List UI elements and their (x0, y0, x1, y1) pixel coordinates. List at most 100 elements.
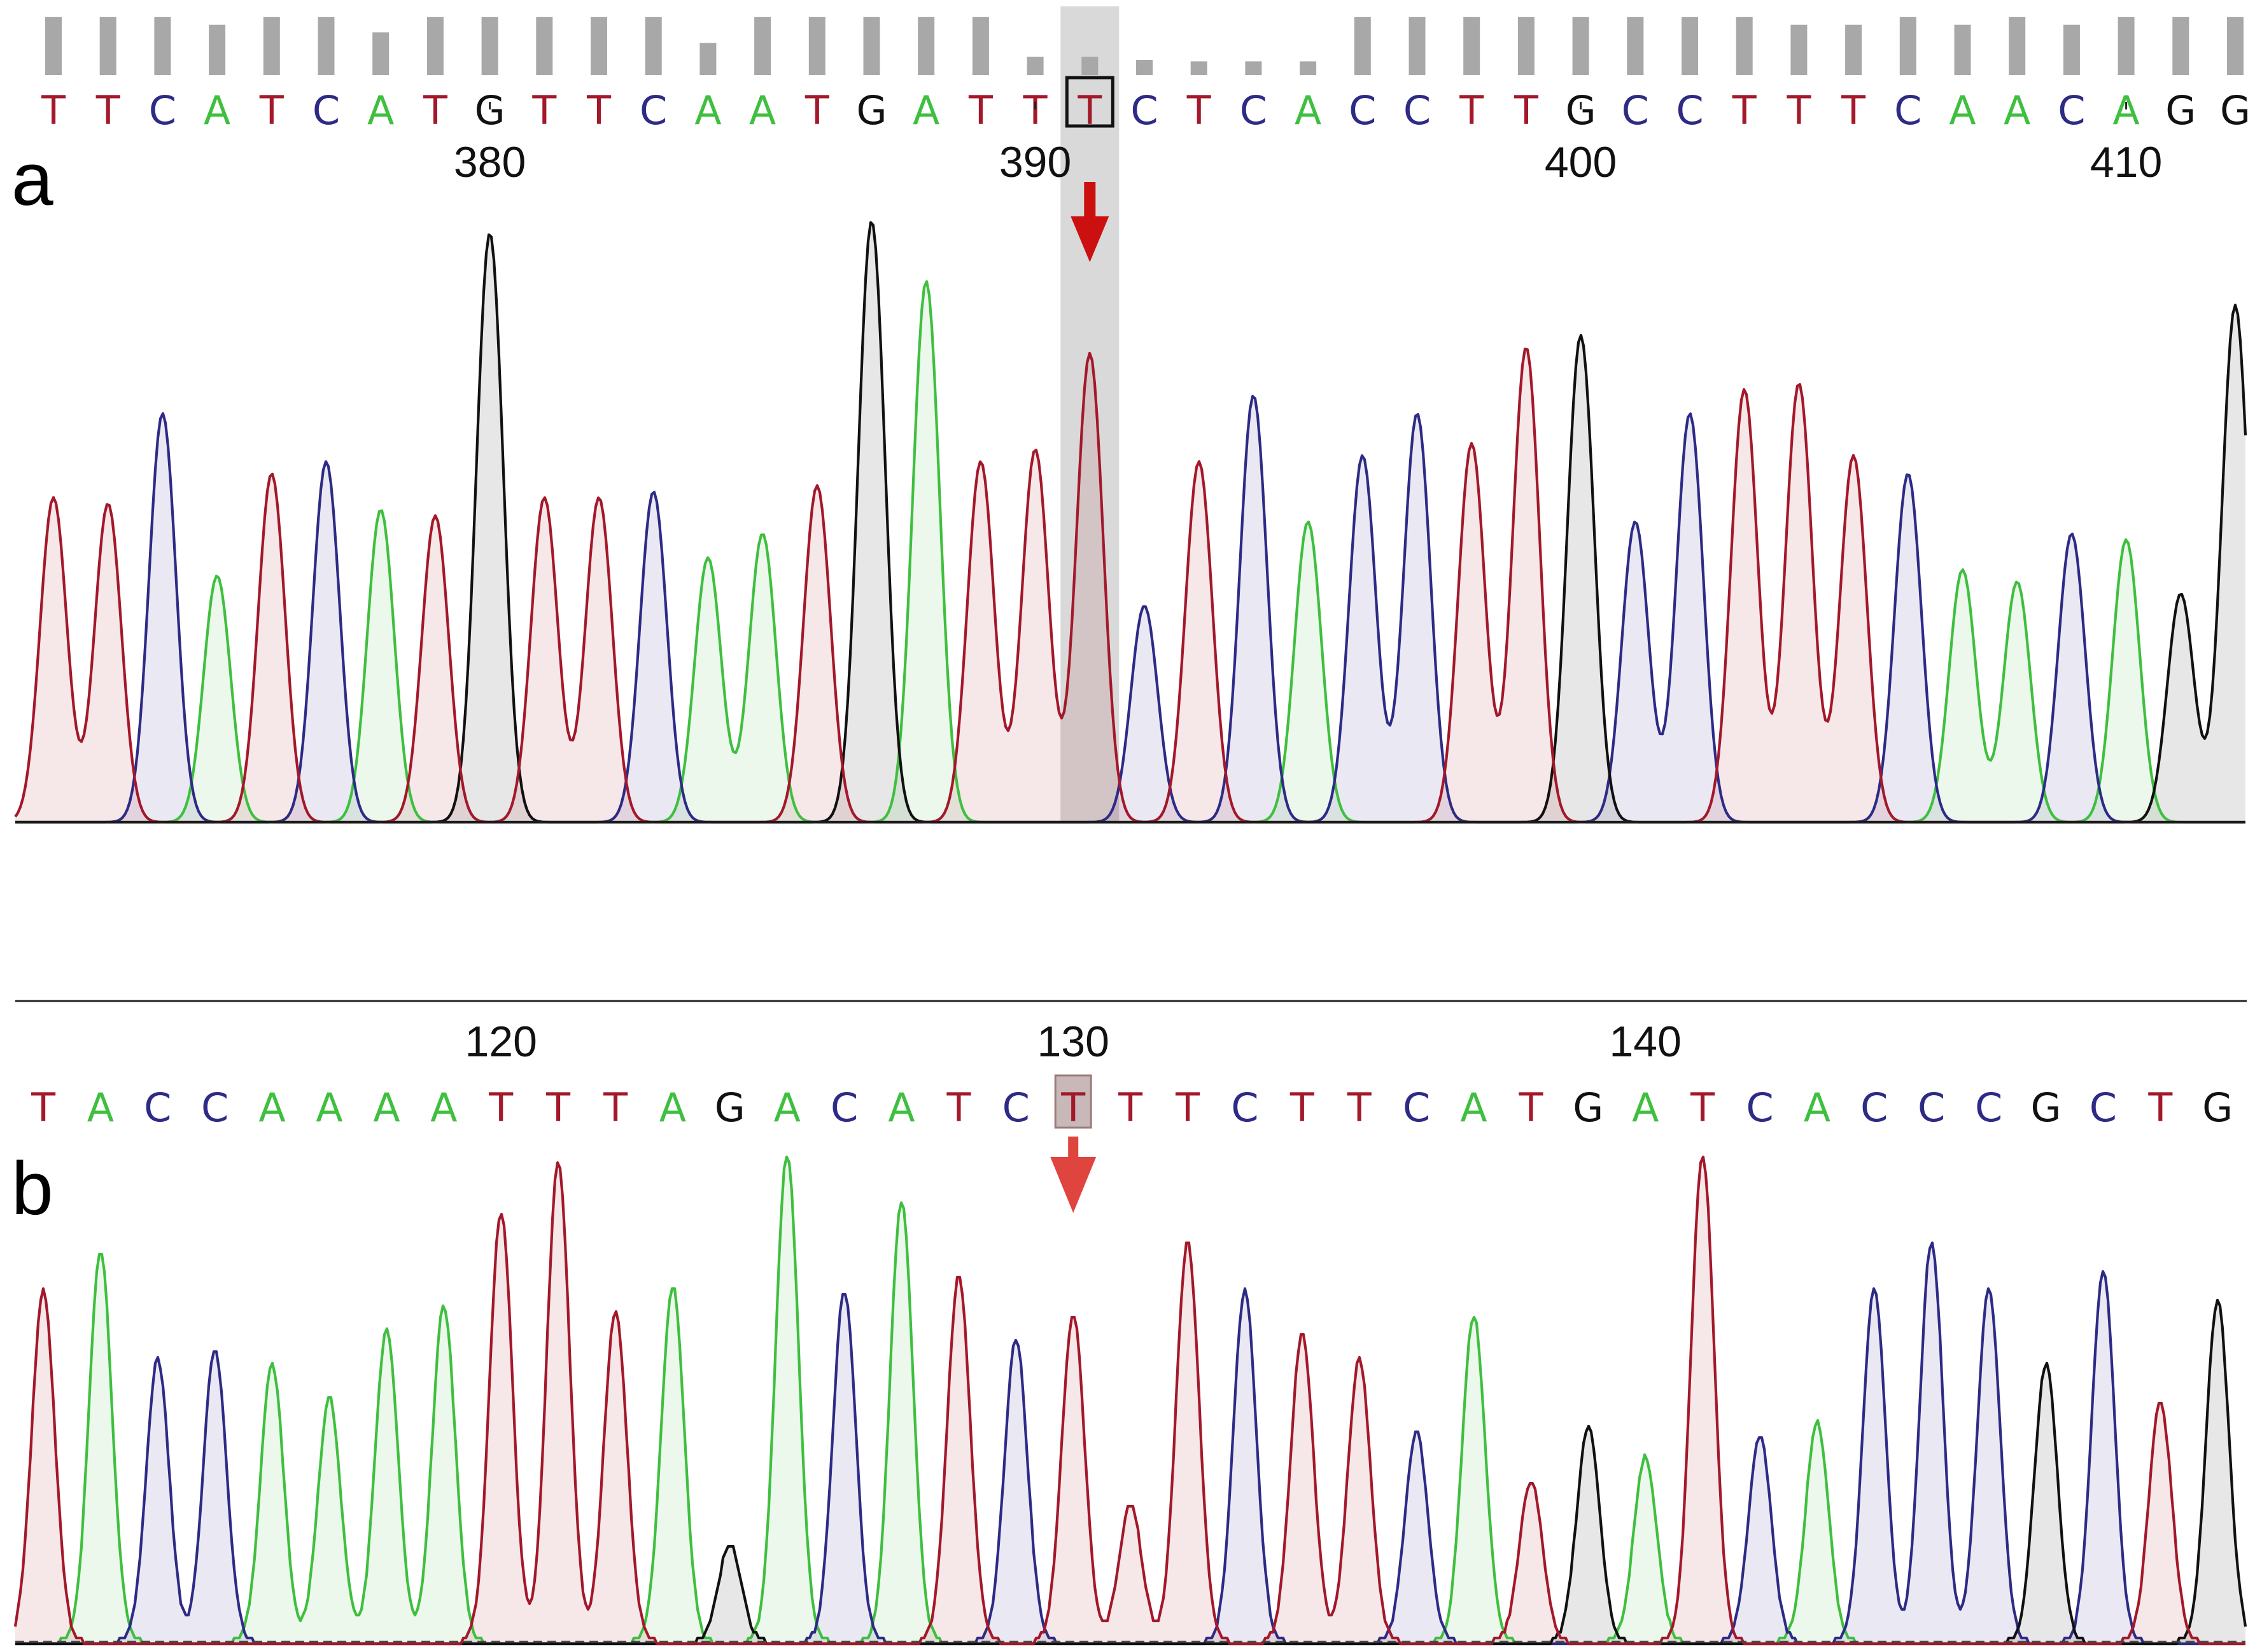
quality-bar (481, 17, 498, 75)
base-call-letter: T (1118, 1084, 1143, 1131)
quality-bar (1136, 60, 1153, 75)
base-call-letter: T (95, 87, 121, 134)
base-call-letter: C (1975, 1084, 2002, 1131)
base-call-letter: C (1860, 1084, 1888, 1131)
base-call-letter: A (1460, 1084, 1487, 1131)
base-call-letter: T (1347, 1084, 1372, 1131)
base-call-letter: C (313, 87, 340, 134)
base-call-letter: T (1841, 87, 1866, 134)
base-call-letter: G (2220, 87, 2251, 134)
quality-bar (699, 43, 717, 75)
base-call-letter: A (2004, 87, 2030, 134)
trace-fill-C (15, 396, 2245, 822)
highlighted-base-box-a (1065, 76, 1114, 128)
base-call-letter: G (475, 87, 505, 134)
base-call-letter: C (1130, 87, 1158, 134)
quality-bar (1354, 17, 1371, 75)
tick-label: 390 (999, 138, 1071, 186)
base-call-letter: A (888, 1084, 915, 1131)
base-call-letter: C (1918, 1084, 1945, 1131)
tick-label: 120 (465, 1018, 537, 1066)
quality-bar (1627, 17, 1644, 75)
base-call-letter: C (201, 1084, 228, 1131)
base-call-letter: T (1289, 1084, 1315, 1131)
quality-bar (918, 17, 935, 75)
tick-label: 410 (2090, 138, 2162, 186)
quality-bar (2118, 17, 2135, 75)
base-call-letter: A (367, 87, 394, 134)
base-call-letter: T (946, 1084, 971, 1131)
base-call-letter: C (1349, 87, 1376, 134)
base-call-letter: C (1403, 87, 1431, 134)
base-call-letter: G (2030, 1084, 2061, 1131)
base-call-letter: C (2090, 1084, 2117, 1131)
quality-bar (972, 17, 989, 75)
base-call-letter: T (1175, 1084, 1200, 1131)
tick-label: 140 (1609, 1018, 1681, 1066)
base-call-letter: T (41, 87, 66, 134)
trace-fill-T (15, 1157, 2245, 1644)
base-call-letter: T (1459, 87, 1484, 134)
base-call-letter: T (1186, 87, 1212, 134)
trace-fill-A (15, 281, 2245, 822)
quality-bar (1899, 17, 1916, 75)
base-call-letter: C (1622, 87, 1649, 134)
panel-label-a: a (11, 137, 53, 221)
base-call-letter: C (149, 87, 176, 134)
base-call-letter: T (1786, 87, 1811, 134)
base-call-letter: G (1573, 1084, 1603, 1131)
mutation-arrow-b-icon (1050, 1137, 1097, 1213)
base-call-letter: G (856, 87, 887, 134)
quality-bar (1408, 17, 1426, 75)
base-call-letter: C (831, 1084, 858, 1131)
quality-bar (536, 17, 553, 75)
highlighted-base-box-b (1054, 1074, 1092, 1129)
quality-bar (754, 17, 771, 75)
quality-bar (99, 17, 116, 75)
quality-bars-a (45, 17, 2244, 75)
quality-bar (1245, 61, 1262, 75)
base-call-letter: C (1894, 87, 1921, 134)
quality-bar (1845, 24, 1862, 75)
base-call-letter: C (1676, 87, 1703, 134)
quality-bar (863, 17, 880, 75)
base-call-letter: C (1403, 1084, 1430, 1131)
base-call-letter: A (659, 1084, 686, 1131)
base-call-letter: C (640, 87, 667, 134)
base-call-letter: A (1632, 1084, 1659, 1131)
tick-label: 130 (1037, 1018, 1109, 1066)
base-call-letter: T (488, 1084, 514, 1131)
highlighted-base-column-a (1060, 6, 1120, 822)
quality-bar (591, 17, 607, 75)
quality-bar (2009, 17, 2026, 75)
base-call-letter: T (1023, 87, 1048, 134)
base-call-letter: T (259, 87, 285, 134)
quality-bar (1027, 57, 1044, 75)
base-call-letter: T (1060, 1084, 1086, 1131)
base-call-letter: C (144, 1084, 171, 1131)
quality-bar (2172, 17, 2189, 75)
base-call-letter: T (1690, 1084, 1715, 1131)
base-call-letter: T (586, 87, 612, 134)
base-call-letter: C (1002, 1084, 1030, 1131)
base-call-letter: A (2112, 87, 2139, 134)
base-call-letter: T (31, 1084, 56, 1131)
quality-bar (209, 24, 226, 75)
base-call-letter: A (87, 1084, 114, 1131)
tick-label: 400 (1545, 138, 1617, 186)
quality-bar (1790, 24, 1808, 75)
base-call-letter: G (1566, 87, 1596, 134)
quality-bar (1954, 24, 1971, 75)
base-call-letter: A (773, 1084, 800, 1131)
quality-bar (808, 17, 825, 75)
panel-label-b: b (11, 1147, 53, 1231)
quality-bar (426, 17, 444, 75)
position-ticks-a: 380 390 400 410 (454, 102, 2162, 186)
base-call-letter: A (258, 1084, 285, 1131)
quality-bar (154, 17, 171, 75)
